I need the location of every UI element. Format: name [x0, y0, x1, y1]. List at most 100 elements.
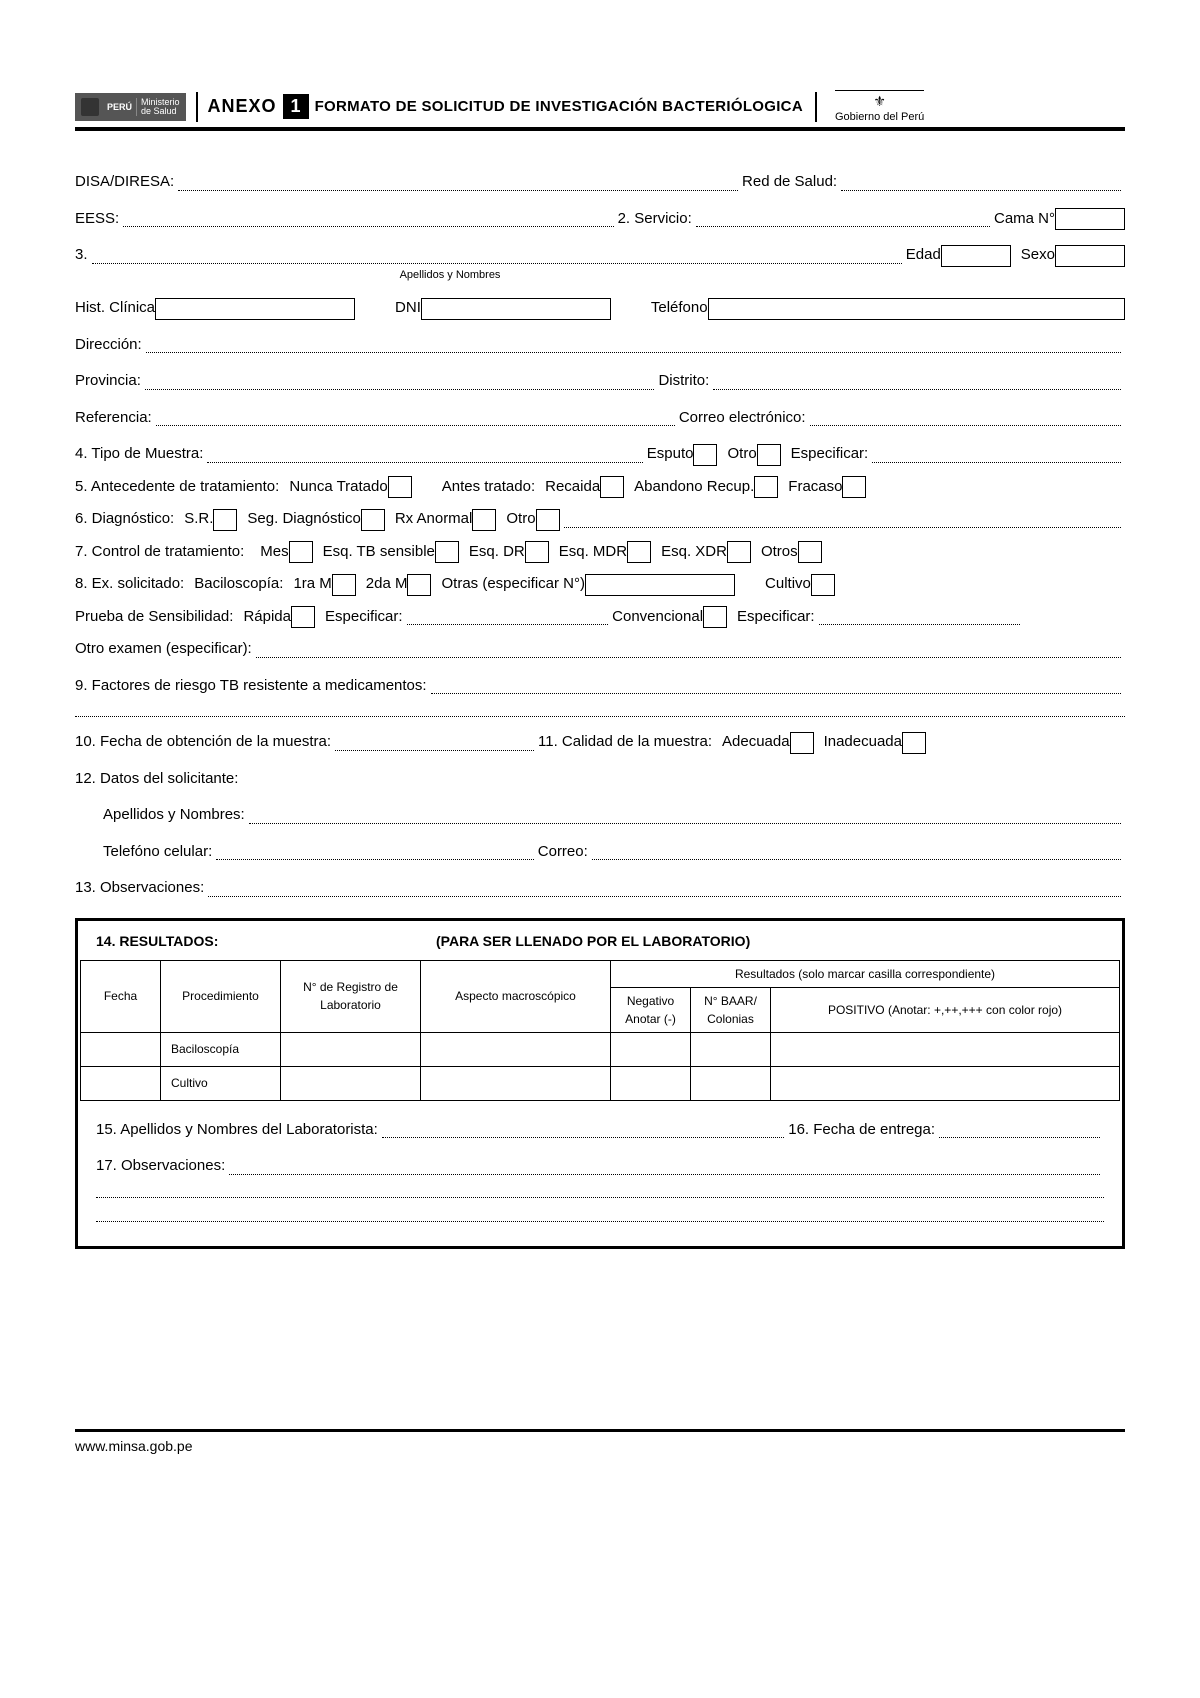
fill-fecha-obt[interactable] [335, 750, 534, 751]
label-edad: Edad [906, 244, 941, 267]
cell-aspecto-1[interactable] [421, 1032, 611, 1066]
label-m2: 2da M [366, 573, 408, 596]
fill-correo[interactable] [810, 425, 1121, 426]
checkbox-rapida[interactable] [291, 606, 315, 628]
fill-direccion[interactable] [146, 352, 1121, 353]
checkbox-adecuada[interactable] [790, 732, 814, 754]
cell-reg-2[interactable] [281, 1066, 421, 1100]
header-bar: PERÚ Ministeriode Salud ANEXO 1 FORMATO … [75, 90, 1125, 131]
fill-eess[interactable] [123, 226, 613, 227]
input-cama[interactable] [1055, 208, 1125, 230]
fill-sol-nombres[interactable] [249, 823, 1121, 824]
fill-correo2[interactable] [592, 859, 1121, 860]
cell-fecha-1[interactable] [81, 1032, 161, 1066]
checkbox-inadecuada[interactable] [902, 732, 926, 754]
cell-fecha-2[interactable] [81, 1066, 161, 1100]
cell-neg-2[interactable] [611, 1066, 691, 1100]
checkbox-seg-diag[interactable] [361, 509, 385, 531]
fill-factores-2[interactable] [75, 703, 1125, 717]
fill-obs[interactable] [208, 896, 1121, 897]
fill-obs2a[interactable] [229, 1174, 1100, 1175]
label-calidad: 11. Calidad de la muestra: [538, 731, 712, 754]
cell-baar-1[interactable] [691, 1032, 771, 1066]
checkbox-esq-dr[interactable] [525, 541, 549, 563]
cell-reg-1[interactable] [281, 1032, 421, 1066]
checkbox-cultivo[interactable] [811, 574, 835, 596]
label-laboratorista: 15. Apellidos y Nombres del Laboratorist… [96, 1119, 378, 1142]
results-note: (PARA SER LLENADO POR EL LABORATORIO) [436, 931, 750, 952]
label-m1: 1ra M [293, 573, 331, 596]
cell-baar-2[interactable] [691, 1066, 771, 1100]
col-fecha: Fecha [81, 960, 161, 1032]
checkbox-esputo[interactable] [693, 444, 717, 466]
escudo-icon: ⚜ [835, 93, 924, 110]
checkbox-tb-sensible[interactable] [435, 541, 459, 563]
input-telefono[interactable] [708, 298, 1125, 320]
checkbox-esq-xdr[interactable] [727, 541, 751, 563]
checkbox-abandono[interactable] [754, 476, 778, 498]
label-eess: EESS: [75, 208, 119, 231]
col-baar: N° BAAR/ Colonias [691, 987, 771, 1032]
checkbox-convencional[interactable] [703, 606, 727, 628]
checkbox-rx[interactable] [472, 509, 496, 531]
checkbox-otro2[interactable] [536, 509, 560, 531]
fill-factores[interactable] [431, 693, 1121, 694]
row-laboratorista: 15. Apellidos y Nombres del Laboratorist… [96, 1119, 1104, 1142]
col-result-header: Resultados (solo marcar casilla correspo… [611, 960, 1120, 987]
cell-neg-1[interactable] [611, 1032, 691, 1066]
cell-aspecto-2[interactable] [421, 1066, 611, 1100]
fill-disa[interactable] [178, 190, 738, 191]
input-otras-n[interactable] [585, 574, 735, 596]
fill-provincia[interactable] [145, 389, 655, 390]
fill-fecha-entrega[interactable] [939, 1137, 1100, 1138]
input-edad[interactable] [941, 245, 1011, 267]
checkbox-esq-mdr[interactable] [627, 541, 651, 563]
checkbox-sr[interactable] [213, 509, 237, 531]
fill-servicio[interactable] [696, 226, 990, 227]
fill-laboratorista[interactable] [382, 1137, 784, 1138]
label-diagnostico: 6. Diagnóstico: [75, 508, 174, 531]
label-hist: Hist. Clínica [75, 297, 155, 320]
fill-nombres[interactable] [92, 263, 902, 264]
input-sexo[interactable] [1055, 245, 1125, 267]
fill-referencia[interactable] [156, 425, 675, 426]
label-prueba-sens: Prueba de Sensibilidad: [75, 606, 233, 629]
peru-label: PERÚ [103, 102, 136, 112]
label-provincia: Provincia: [75, 370, 141, 393]
label-tb-sensible: Esq. TB sensible [323, 541, 435, 564]
label-otro-examen: Otro examen (especificar): [75, 638, 252, 661]
fill-esp-rapida[interactable] [407, 624, 609, 625]
row-ex-solicitado: 8. Ex. solicitado: Baciloscopía: 1ra M 2… [75, 573, 1125, 596]
col-proc: Procedimiento [161, 960, 281, 1032]
fill-muestra[interactable] [207, 462, 642, 463]
fill-diag-otro[interactable] [564, 527, 1121, 528]
fill-especificar[interactable] [872, 462, 1121, 463]
fill-obs2c[interactable] [96, 1208, 1104, 1222]
checkbox-fracaso[interactable] [842, 476, 866, 498]
fill-esp-conv[interactable] [819, 624, 1021, 625]
checkbox-nunca[interactable] [388, 476, 412, 498]
page-footer: www.minsa.gob.pe [75, 1429, 1125, 1454]
fill-otro-examen[interactable] [256, 657, 1121, 658]
fill-red[interactable] [841, 190, 1121, 191]
checkbox-m2[interactable] [407, 574, 431, 596]
row-sol-nombres: Apellidos y Nombres: [75, 804, 1125, 827]
cell-pos-2[interactable] [771, 1066, 1120, 1100]
checkbox-otros[interactable] [798, 541, 822, 563]
checkbox-recaida[interactable] [600, 476, 624, 498]
col-aspecto: Aspecto macroscópico [421, 960, 611, 1032]
gobierno-peru: ⚜ Gobierno del Perú [835, 90, 924, 123]
checkbox-m1[interactable] [332, 574, 356, 596]
input-hist[interactable] [155, 298, 355, 320]
label-fracaso: Fracaso [788, 476, 842, 499]
fill-obs2b[interactable] [96, 1184, 1104, 1198]
label-bacil: Baciloscopía: [194, 573, 283, 596]
checkbox-mes[interactable] [289, 541, 313, 563]
input-dni[interactable] [421, 298, 611, 320]
checkbox-otro[interactable] [757, 444, 781, 466]
label-otro: Otro [727, 443, 756, 466]
form-title: FORMATO DE SOLICITUD DE INVESTIGACIÓN BA… [315, 98, 803, 115]
fill-distrito[interactable] [713, 389, 1121, 390]
fill-tel-cel[interactable] [216, 859, 534, 860]
cell-pos-1[interactable] [771, 1032, 1120, 1066]
